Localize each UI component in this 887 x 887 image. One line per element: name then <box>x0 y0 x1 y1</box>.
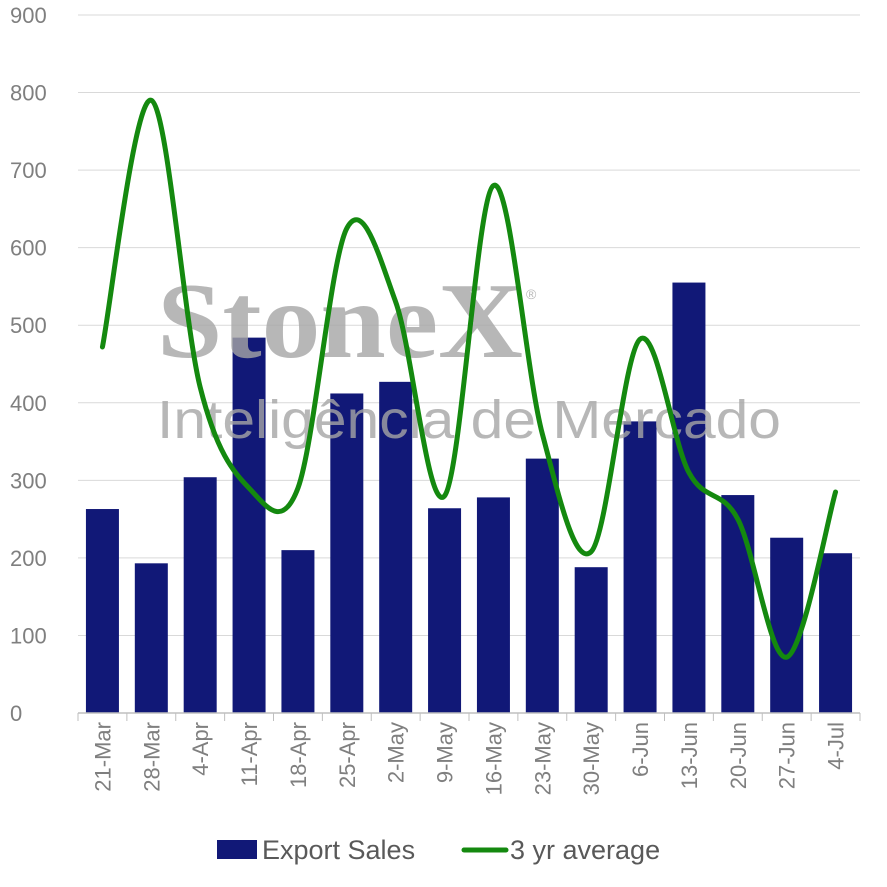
x-tick-label: 6-Jun <box>628 722 653 777</box>
export-sales-bar <box>770 537 804 713</box>
y-tick-label: 500 <box>10 313 47 338</box>
export-sales-bars <box>85 282 853 713</box>
export-sales-bar <box>232 337 266 713</box>
x-tick-label: 30-May <box>579 722 604 795</box>
x-axis-tick-labels: 21-Mar 28-Mar 4-Apr 11-Apr 18-Apr 25-Apr 2-May… <box>90 722 848 795</box>
y-tick-label: 100 <box>10 623 47 648</box>
y-tick-label: 0 <box>10 701 22 726</box>
export-sales-bar <box>281 550 315 713</box>
legend-three-year-average-label: 3 yr average <box>510 835 660 865</box>
x-tick-label: 28-Mar <box>139 722 164 792</box>
x-tick-label: 21-Mar <box>90 722 115 792</box>
watermark-tagline: Inteligência de Mercado <box>157 390 781 450</box>
y-axis-ticks: 0 100 200 300 400 500 600 700 800 900 <box>10 3 47 726</box>
y-tick-label: 900 <box>10 3 47 28</box>
y-tick-label: 600 <box>10 236 47 261</box>
x-tick-label: 9-May <box>433 722 458 783</box>
export-sales-bar <box>134 563 168 713</box>
export-sales-bar <box>183 477 217 713</box>
x-tick-label: 4-Jul <box>824 722 849 770</box>
watermark-brand: StoneX <box>157 262 523 381</box>
watermark-registered-mark: ® <box>526 286 537 302</box>
legend: Export Sales 3 yr average <box>217 835 660 865</box>
export-sales-bar <box>85 509 119 713</box>
export-sales-bar <box>819 553 853 713</box>
x-tick-label: 20-Jun <box>726 722 751 789</box>
x-tick-label: 4-Apr <box>188 722 213 776</box>
legend-export-sales-swatch <box>217 840 257 859</box>
export-sales-bar <box>428 508 462 713</box>
x-tick-label: 25-Apr <box>335 722 360 788</box>
export-sales-bar <box>379 381 413 713</box>
y-tick-label: 800 <box>10 81 47 106</box>
x-tick-label: 16-May <box>481 722 506 795</box>
x-tick-label: 27-Jun <box>775 722 800 789</box>
export-sales-bar <box>525 458 559 713</box>
three-year-average-line <box>99 97 839 660</box>
x-tick-label: 23-May <box>530 722 555 795</box>
export-sales-bar <box>623 421 657 713</box>
export-sales-bar <box>672 282 706 713</box>
x-tick-label: 13-Jun <box>677 722 702 789</box>
y-tick-label: 200 <box>10 546 47 571</box>
export-sales-bar <box>476 497 510 713</box>
x-tick-label: 11-Apr <box>237 722 262 786</box>
y-tick-label: 700 <box>10 158 47 183</box>
legend-export-sales-label: Export Sales <box>262 835 415 865</box>
x-tick-label: 2-May <box>384 722 409 783</box>
y-tick-label: 300 <box>10 468 47 493</box>
export-sales-bar <box>574 567 608 713</box>
x-axis-tick-marks <box>77 713 861 721</box>
y-tick-label: 400 <box>10 391 47 416</box>
x-tick-label: 18-Apr <box>286 722 311 788</box>
export-sales-bar <box>330 393 364 713</box>
export-sales-bar <box>721 495 755 713</box>
